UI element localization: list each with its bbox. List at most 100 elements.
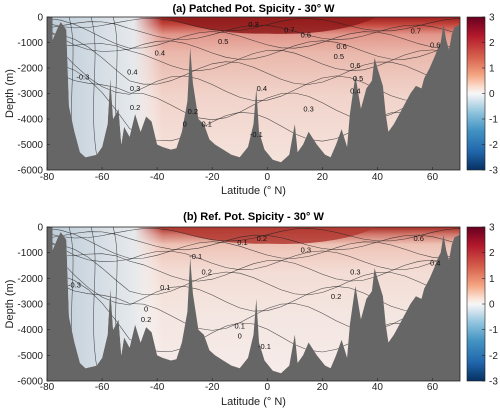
colorbar-tick-label: -1 [489,325,498,336]
y-axis-label: Depth (m) [4,69,16,118]
x-tick-label: -40 [150,172,165,183]
contour-lines [52,227,460,374]
contour-label: 0.3 [130,84,140,93]
contour-label: 0.1 [237,238,247,247]
x-tick-label: 40 [372,382,384,393]
contour-label: 0.5 [353,74,363,83]
x-tick-label: -60 [95,172,110,183]
contour-line [52,239,460,270]
contour-label: 0.1 [234,321,244,330]
colorbar-tick-label: 2 [489,248,495,259]
contour-label: 0.2 [331,292,341,301]
x-axis-label: Latitude (° N) [221,185,286,197]
colorbar-tick-label: 3 [489,13,495,24]
x-tick-label: 20 [317,382,329,393]
contour-label: -0.3 [68,280,81,289]
x-tick-label: -40 [150,382,165,393]
southern-ocean-shading [52,227,460,374]
contour-label: 0.6 [430,41,440,50]
contour-label: 0.7 [284,25,294,34]
y-tick-label: -3000 [17,300,43,311]
y-tick-label: -2000 [17,64,43,75]
contour-line [52,18,460,32]
y-tick-label: -4000 [17,325,43,336]
chart-title: (a) Patched Pot. Spicity - 30° W [172,3,335,15]
contour-label: 0.3 [303,104,313,113]
contour-label: 0 [238,332,242,341]
colorbar-tick-label: -2 [489,140,498,151]
contour-label: 0.1 [160,283,170,292]
contour-lines [52,17,460,163]
contour-line [52,228,460,259]
contour-label: 0.7 [411,27,421,36]
y-tick-label: -1000 [17,38,43,49]
contour-line [52,21,460,40]
colorbar-tick-label: 2 [489,38,495,49]
contour-line [52,231,460,251]
contour-line [90,17,100,163]
contour-label: 0.2 [257,234,267,243]
contour-label: -0.3 [76,73,89,82]
x-tick-label: 60 [427,172,439,183]
surface-warm-band [162,17,378,34]
chart-panel-b: 0.2 0.1 0.3 -0.1 0.2 0.1 0.3 0.2 0.6 0.4 -0.3 0 0.1 0… [4,211,498,408]
x-tick-label: -80 [40,382,55,393]
contour-label: 0.3 [350,268,360,277]
contour-label: 0.2 [130,103,140,112]
contour-line [52,244,460,282]
colorbar-tick-label: -2 [489,351,498,362]
contour-line [52,52,460,121]
contour-label: -0.1 [189,252,202,261]
x-tick-label: 0 [264,172,270,183]
x-tick-label: 20 [317,172,329,183]
colorbar-tick-label: 0 [489,300,495,311]
contour-label: 0.4 [430,259,440,268]
contour-line [52,243,460,296]
x-tick-label: 40 [372,172,384,183]
contour-line [52,18,460,49]
contour-label: 0.5 [334,52,344,61]
contour-label: 0 [183,120,187,129]
contour-label: 0.6 [336,42,346,51]
x-tick-label: -60 [95,382,110,393]
contour-label: 0 [144,305,148,314]
contour-line [52,228,460,242]
contour-label: 0.3 [301,246,311,255]
contour-label: -0.1 [258,342,271,351]
colorbar-tick-label: 3 [489,223,495,234]
y-tick-label: 0 [37,223,43,234]
y-tick-label: -6000 [17,377,43,388]
contour-line [52,247,460,312]
colorbar-tick-label: -3 [489,166,498,177]
contour-label: 0.2 [188,107,198,116]
y-tick-label: -4000 [17,115,43,126]
contour-label: 0.2 [201,268,211,277]
contour-line [52,60,460,142]
contour-label: 0.4 [155,48,165,57]
contour-label: 0.6 [413,234,423,243]
y-tick-label: -1000 [17,248,43,259]
x-tick-label: 60 [427,382,439,393]
contour-line [52,36,460,101]
y-tick-label: 0 [37,13,43,24]
chart-panel-a: 0.30.70.60.50.4 0.50.60.70.60.60.50.40.40… [4,3,498,197]
contour-label: -0.1 [250,130,263,139]
southern-ocean-shading [52,17,460,163]
contour-label: 0.2 [141,315,151,324]
contour-line [52,262,460,331]
y-tick-label: -5000 [17,140,43,151]
contour-label: 0.4 [350,87,360,96]
x-axis-label: Latitude (° N) [221,396,286,408]
contour-line [90,227,100,374]
contour-line [52,29,460,60]
contour-line [52,33,460,85]
x-tick-label: -20 [205,382,220,393]
contour-line [52,271,460,353]
y-tick-label: -2000 [17,274,43,285]
contour-label: 0.4 [257,84,267,93]
contour-label: 0.6 [301,30,311,39]
contour-line [52,34,460,72]
y-tick-label: -3000 [17,89,43,100]
x-tick-label: -20 [205,172,220,183]
